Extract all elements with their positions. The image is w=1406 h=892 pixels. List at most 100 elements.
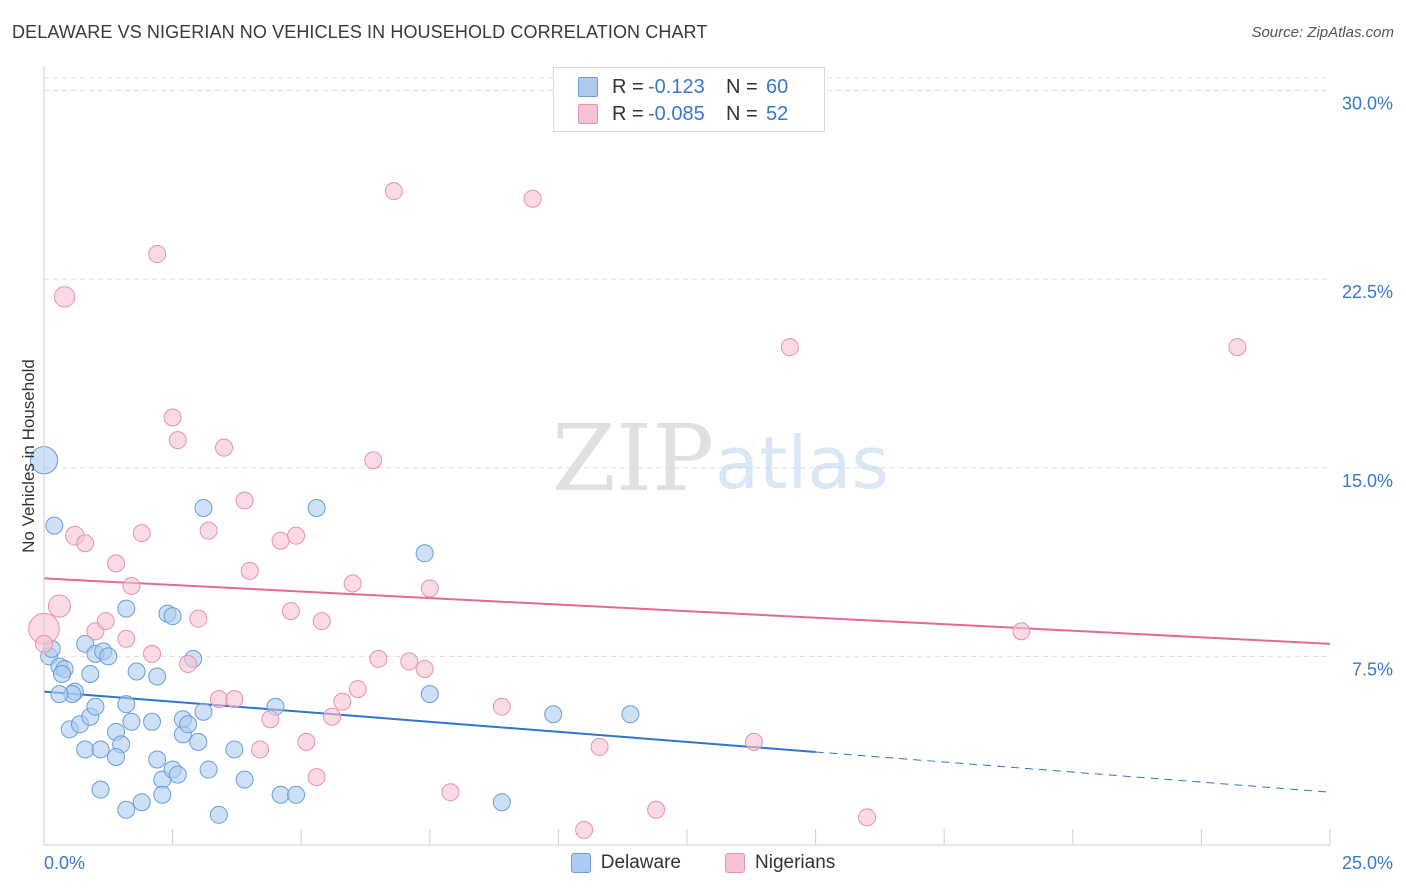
- legend-r-value: -0.123: [648, 75, 705, 98]
- nigerians-point: [323, 707, 342, 726]
- series-legend: Delaware Nigerians: [0, 852, 1406, 874]
- nigerians-point: [225, 690, 244, 709]
- delaware-point: [209, 805, 228, 824]
- delaware-swatch: [578, 77, 598, 97]
- legend-r-label: R =: [612, 102, 644, 125]
- delaware-point: [621, 705, 640, 724]
- nigerians-point: [858, 808, 877, 827]
- axis-layer: 7.5% 15.0% 22.5% 30.0% 0.0% 25.0%: [43, 66, 1393, 873]
- x-tick-label: 25.0%: [1342, 853, 1393, 873]
- y-tick-label: 15.0%: [1342, 471, 1393, 491]
- delaware-point: [99, 647, 118, 666]
- delaware-point: [307, 499, 326, 518]
- x-tick-label: 0.0%: [44, 853, 85, 873]
- delaware-point: [235, 770, 254, 789]
- delaware-point: [117, 695, 136, 714]
- delaware-point: [81, 664, 100, 683]
- nigerians-point: [143, 644, 162, 663]
- delaware-point: [287, 785, 306, 804]
- delaware-point: [107, 747, 126, 766]
- delaware-point: [127, 662, 146, 681]
- delaware-point: [122, 712, 141, 731]
- watermark-atlas: atlas: [715, 421, 889, 505]
- nigerians-point: [575, 820, 594, 839]
- nigerians-point: [744, 732, 763, 751]
- chart-title: DELAWARE VS NIGERIAN NO VEHICLES IN HOUS…: [12, 22, 708, 42]
- nigerians-swatch: [725, 853, 745, 873]
- nigerians-point: [364, 451, 383, 470]
- nigerians-point: [369, 649, 388, 668]
- legend-item-nigerians[interactable]: Nigerians: [725, 852, 835, 874]
- nigerians-point: [215, 438, 234, 457]
- legend-r-value: -0.085: [648, 102, 705, 125]
- nigerians-point: [647, 800, 666, 819]
- legend-row-nigerians: R = -0.085 N = 52: [578, 101, 788, 127]
- delaware-point: [86, 697, 105, 716]
- points-layer: [28, 182, 1247, 839]
- legend-r-label: R =: [612, 75, 644, 98]
- nigerians-point: [307, 768, 326, 787]
- nigerians-point: [780, 338, 799, 357]
- correlation-legend: R = -0.123 N = 60 R = -0.085 N = 52: [553, 67, 825, 132]
- nigerians-point: [76, 534, 95, 553]
- legend-item-delaware[interactable]: Delaware: [570, 852, 681, 874]
- delaware-point: [148, 750, 167, 769]
- nigerians-point: [163, 408, 182, 427]
- delaware-point: [225, 740, 244, 759]
- delaware-point: [117, 800, 136, 819]
- legend-n-value: 52: [766, 102, 789, 125]
- delaware-point: [544, 705, 563, 724]
- delaware-point: [91, 780, 110, 799]
- grid-layer: [44, 77, 1330, 657]
- nigerians-point: [122, 576, 141, 595]
- delaware-point: [199, 760, 218, 779]
- nigerians-point: [287, 526, 306, 545]
- nigerians-point: [107, 554, 126, 573]
- delaware-point: [143, 712, 162, 731]
- source-label: Source: ZipAtlas.com: [1251, 24, 1394, 41]
- nigerians-point: [400, 652, 419, 671]
- nigerians-trend-line: [43, 577, 1331, 645]
- delaware-trend-extension: [815, 751, 1331, 793]
- nigerians-point: [235, 491, 254, 510]
- watermark-zip: ZIP: [552, 405, 714, 512]
- y-tick-label: 7.5%: [1352, 659, 1393, 679]
- nigerians-point: [333, 692, 352, 711]
- nigerians-point: [251, 740, 270, 759]
- delaware-point: [153, 785, 172, 804]
- nigerians-point: [312, 612, 331, 631]
- delaware-point: [45, 516, 64, 535]
- nigerians-point: [348, 680, 367, 699]
- nigerians-swatch: [578, 104, 598, 124]
- delaware-point: [189, 732, 208, 751]
- delaware-point: [117, 599, 136, 618]
- nigerians-point: [168, 431, 187, 450]
- nigerians-point: [53, 286, 76, 308]
- legend-label-nigerians: Nigerians: [755, 852, 836, 873]
- y-tick-label: 22.5%: [1342, 282, 1393, 302]
- nigerians-point: [96, 612, 115, 631]
- nigerians-point: [209, 690, 228, 709]
- legend-n-value: 60: [766, 75, 789, 98]
- nigerians-point: [415, 659, 434, 678]
- delaware-point: [194, 702, 213, 721]
- y-axis-label: No Vehicles in Household: [19, 359, 38, 553]
- nigerians-point: [199, 521, 218, 540]
- legend-label-delaware: Delaware: [600, 852, 681, 873]
- nigerians-point: [492, 697, 511, 716]
- nigerians-point: [240, 561, 259, 580]
- nigerians-point: [523, 189, 542, 208]
- delaware-point: [148, 667, 167, 686]
- nigerians-point: [590, 737, 609, 756]
- nigerians-point: [117, 629, 136, 648]
- nigerians-point: [343, 574, 362, 593]
- nigerians-point: [281, 602, 300, 621]
- nigerians-point: [271, 531, 290, 550]
- delaware-point: [420, 685, 439, 704]
- delaware-point: [53, 664, 72, 683]
- nigerians-point: [297, 732, 316, 751]
- delaware-point: [271, 785, 290, 804]
- delaware-point: [194, 499, 213, 518]
- delaware-point: [163, 607, 182, 626]
